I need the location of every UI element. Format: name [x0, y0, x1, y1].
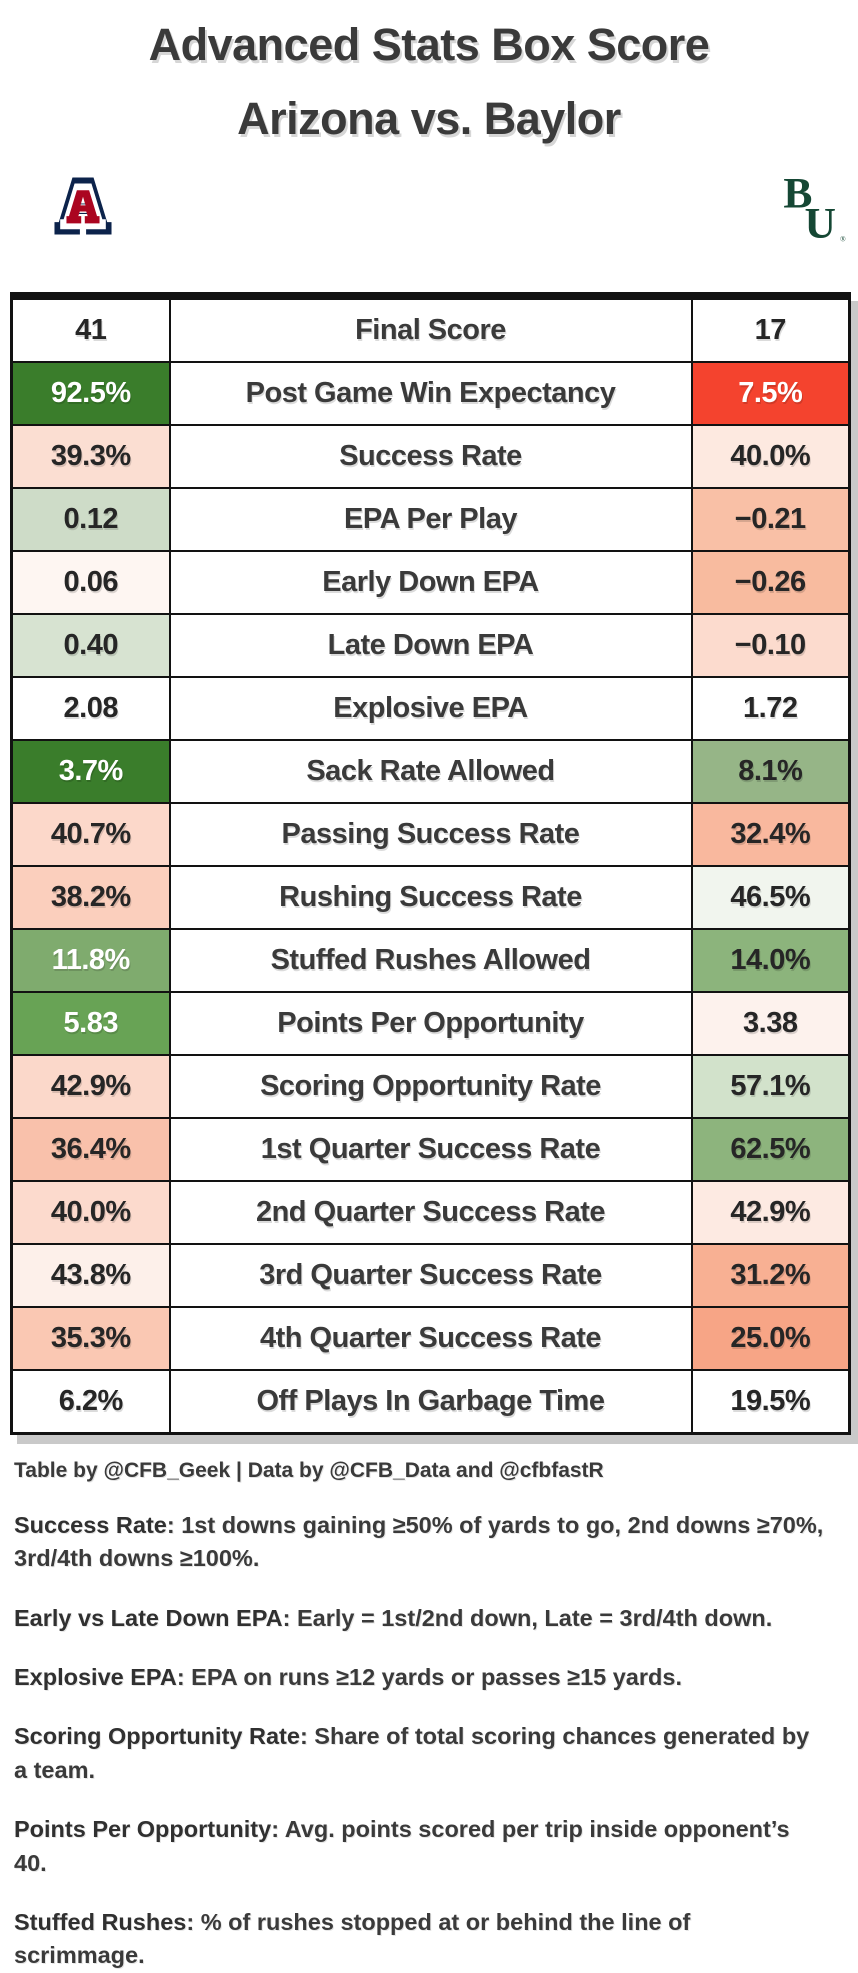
home-value-cell: 1.72 — [690, 676, 851, 741]
away-value-cell: 0.06 — [10, 550, 171, 615]
stat-label-cell: Final Score — [168, 295, 693, 363]
away-value-cell: 40.0% — [10, 1180, 171, 1245]
away-value-cell: 11.8% — [10, 928, 171, 993]
away-value-cell: 3.7% — [10, 739, 171, 804]
home-value-cell: 14.0% — [690, 928, 851, 993]
table-row: 40.7% Passing Success Rate 32.4% — [10, 802, 851, 867]
home-value-cell: 7.5% — [690, 361, 851, 426]
home-value-cell: −0.26 — [690, 550, 851, 615]
stat-label-cell: Success Rate — [168, 424, 693, 489]
stat-definition: Points Per Opportunity: Avg. points scor… — [14, 1816, 790, 1876]
home-value-cell: 31.2% — [690, 1243, 851, 1308]
stat-definition: Early vs Late Down EPA: Early = 1st/2nd … — [14, 1604, 773, 1631]
stat-definition: Explosive EPA: EPA on runs ≥12 yards or … — [14, 1664, 682, 1691]
stat-term: Points Per Opportunity — [14, 1816, 272, 1843]
table-row: 6.2% Off Plays In Garbage Time 19.5% — [10, 1369, 851, 1435]
table-row: 0.40 Late Down EPA −0.10 — [10, 613, 851, 678]
table-row: 42.9% Scoring Opportunity Rate 57.1% — [10, 1054, 851, 1119]
matchup-subtitle: Arizona vs. Baylor — [237, 93, 621, 144]
stat-label-cell: Explosive EPA — [168, 676, 693, 741]
away-value-cell: 92.5% — [10, 361, 171, 426]
home-value-cell: 57.1% — [690, 1054, 851, 1119]
table-row: 92.5% Post Game Win Expectancy 7.5% — [10, 361, 851, 426]
away-value-cell: 0.40 — [10, 613, 171, 678]
away-value-cell: 2.08 — [10, 676, 171, 741]
away-value-cell: 5.83 — [10, 991, 171, 1056]
home-value-cell: 40.0% — [690, 424, 851, 489]
table-row: 0.06 Early Down EPA −0.26 — [10, 550, 851, 615]
stat-label-cell: Points Per Opportunity — [168, 991, 693, 1056]
table-row: 2.08 Explosive EPA 1.72 — [10, 676, 851, 741]
stat-label-cell: 1st Quarter Success Rate — [168, 1117, 693, 1182]
stat-label-cell: Off Plays In Garbage Time — [168, 1369, 693, 1435]
away-value-cell: 39.3% — [10, 424, 171, 489]
home-value-cell: 42.9% — [690, 1180, 851, 1245]
away-value-cell: 43.8% — [10, 1243, 171, 1308]
home-value-cell: 62.5% — [690, 1117, 851, 1182]
stat-term: Success Rate — [14, 1512, 167, 1538]
stat-definition: Stuffed Rushes: % of rushes stopped at o… — [14, 1908, 691, 1969]
away-value-cell: 35.3% — [10, 1306, 171, 1371]
table-row: 0.12 EPA Per Play −0.21 — [10, 487, 851, 552]
stat-label-cell: Scoring Opportunity Rate — [168, 1054, 693, 1119]
arizona-logo-icon — [54, 177, 112, 235]
svg-text:®: ® — [840, 236, 846, 244]
stat-label-cell: Sack Rate Allowed — [168, 739, 693, 804]
stat-term: Scoring Opportunity Rate — [14, 1723, 300, 1750]
stat-definition: Scoring Opportunity Rate: Share of total… — [14, 1723, 810, 1783]
table-row: 39.3% Success Rate 40.0% — [10, 424, 851, 489]
stat-label-cell: Rushing Success Rate — [168, 865, 693, 930]
table-row: 5.83 Points Per Opportunity 3.38 — [10, 991, 851, 1056]
stat-definition: Success Rate: 1st downs gaining ≥50% of … — [14, 1512, 824, 1572]
home-value-cell: −0.10 — [690, 613, 851, 678]
table-row: 43.8% 3rd Quarter Success Rate 31.2% — [10, 1243, 851, 1308]
stat-term: Stuffed Rushes — [14, 1908, 187, 1935]
home-value-cell: 19.5% — [690, 1369, 851, 1435]
stat-term: Early vs Late Down EPA — [14, 1604, 283, 1631]
svg-text:U: U — [804, 200, 835, 246]
stat-label-cell: Passing Success Rate — [168, 802, 693, 867]
stat-label-cell: 3rd Quarter Success Rate — [168, 1243, 693, 1308]
home-value-cell: 25.0% — [690, 1306, 851, 1371]
away-value-cell: 6.2% — [10, 1369, 171, 1435]
table-row: 41 Final Score 17 — [10, 295, 851, 363]
page-title: Advanced Stats Box Score — [148, 19, 710, 70]
stat-term: Explosive EPA — [14, 1664, 177, 1691]
stats-table-body: 41 Final Score 17 92.5% Post Game Win Expect… — [10, 295, 851, 1435]
away-value-cell: 40.7% — [10, 802, 171, 867]
home-value-cell: 8.1% — [690, 739, 851, 804]
table-row: 35.3% 4th Quarter Success Rate 25.0% — [10, 1306, 851, 1371]
baylor-logo-icon: B U ® — [783, 169, 846, 246]
home-value-cell: 17 — [690, 295, 851, 363]
stat-label-cell: 2nd Quarter Success Rate — [168, 1180, 693, 1245]
away-value-cell: 41 — [10, 295, 171, 363]
away-value-cell: 0.12 — [10, 487, 171, 552]
home-value-cell: 32.4% — [690, 802, 851, 867]
stat-label-cell: Stuffed Rushes Allowed — [168, 928, 693, 993]
home-value-cell: 3.38 — [690, 991, 851, 1056]
credit-line: Table by @CFB_Geek | Data by @CFB_Data a… — [14, 1459, 604, 1482]
stat-definitions: Success Rate: 1st downs gaining ≥50% of … — [14, 1509, 826, 1973]
table-row: 3.7% Sack Rate Allowed 8.1% — [10, 739, 851, 804]
stat-label-cell: Early Down EPA — [168, 550, 693, 615]
away-value-cell: 42.9% — [10, 1054, 171, 1119]
stat-label-cell: 4th Quarter Success Rate — [168, 1306, 693, 1371]
away-value-cell: 38.2% — [10, 865, 171, 930]
away-value-cell: 36.4% — [10, 1117, 171, 1182]
table-row: 36.4% 1st Quarter Success Rate 62.5% — [10, 1117, 851, 1182]
table-row: 38.2% Rushing Success Rate 46.5% — [10, 865, 851, 930]
footer: Table by @CFB_Geek | Data by @CFB_Data a… — [0, 1435, 826, 1973]
team-logos-row: B U ® — [0, 146, 858, 248]
svg-text:B: B — [783, 169, 812, 217]
stat-label-cell: Late Down EPA — [168, 613, 693, 678]
stat-label-cell: EPA Per Play — [168, 487, 693, 552]
home-value-cell: 46.5% — [690, 865, 851, 930]
table-row: 40.0% 2nd Quarter Success Rate 42.9% — [10, 1180, 851, 1245]
table-row: 11.8% Stuffed Rushes Allowed 14.0% — [10, 928, 851, 993]
home-value-cell: −0.21 — [690, 487, 851, 552]
advanced-stats-table: 41 Final Score 17 92.5% Post Game Win Expect… — [10, 292, 851, 1435]
stat-label-cell: Post Game Win Expectancy — [168, 361, 693, 426]
